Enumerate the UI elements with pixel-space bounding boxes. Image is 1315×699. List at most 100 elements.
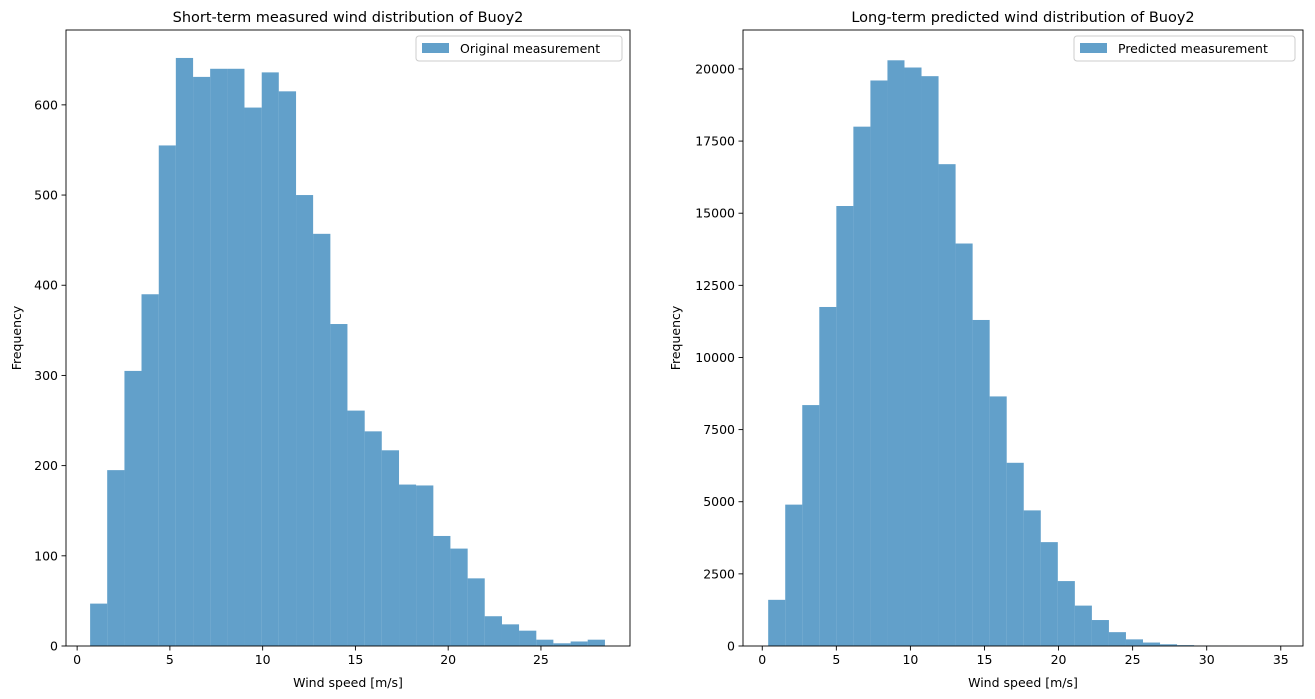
histogram-bar bbox=[1143, 642, 1161, 646]
y-tick-label: 500 bbox=[34, 188, 58, 203]
histogram-bar bbox=[587, 639, 605, 646]
histogram-bar bbox=[244, 107, 262, 646]
x-tick-label: 25 bbox=[533, 652, 549, 667]
histogram-bars bbox=[90, 57, 605, 647]
legend-box bbox=[1073, 35, 1296, 62]
chart-title: Long-term predicted wind distribution of… bbox=[851, 10, 1194, 26]
x-tick-label: 15 bbox=[347, 652, 363, 667]
histogram-bar bbox=[853, 126, 871, 646]
histogram-bar bbox=[955, 243, 973, 647]
histogram-bar bbox=[870, 80, 888, 646]
histogram-bar bbox=[887, 60, 905, 646]
histogram-bar bbox=[836, 206, 854, 646]
legend-label: Predicted measurement bbox=[1118, 41, 1268, 56]
x-tick-label: 20 bbox=[440, 652, 456, 667]
histogram-bar bbox=[296, 195, 314, 646]
x-tick-label: 15 bbox=[977, 652, 993, 667]
y-tick-label: 200 bbox=[34, 458, 58, 473]
x-axis-label: Wind speed [m/s] bbox=[293, 675, 403, 690]
histogram-bar bbox=[347, 410, 365, 646]
y-tick-label: 15000 bbox=[695, 206, 735, 221]
histogram-bar bbox=[261, 72, 279, 646]
histogram-bars bbox=[768, 60, 1280, 647]
y-tick-label: 2500 bbox=[703, 566, 735, 581]
histogram-bar bbox=[278, 91, 297, 647]
histogram-bar bbox=[107, 470, 125, 646]
x-tick-label: 30 bbox=[1199, 652, 1215, 667]
plot-frame bbox=[742, 29, 1304, 647]
histogram-bar bbox=[467, 578, 485, 646]
x-tick-label: 20 bbox=[1051, 652, 1067, 667]
y-axis-label: Frequency bbox=[668, 305, 683, 370]
left-chart: 0 5 10 15 20 25 0 100 200 300 400 500 600 Short-term … bbox=[9, 10, 631, 690]
histogram-bar bbox=[904, 67, 922, 647]
histogram-bar bbox=[802, 405, 820, 646]
x-tick-label: 10 bbox=[902, 652, 918, 667]
histogram-bar bbox=[141, 294, 159, 646]
y-tick-label: 300 bbox=[34, 368, 58, 383]
histogram-bar bbox=[1160, 644, 1178, 646]
right-chart: 0 5 10 15 20 25 30 35 0 2500 5000 7500 10000 12500 150… bbox=[668, 10, 1304, 690]
histogram-bar bbox=[972, 319, 990, 646]
histogram-bar bbox=[553, 643, 571, 646]
histogram-bar bbox=[1091, 620, 1109, 646]
x-tick-label: 25 bbox=[1125, 652, 1141, 667]
histogram-bar bbox=[1040, 542, 1058, 646]
histogram-bar bbox=[1023, 510, 1041, 646]
histogram-bar bbox=[570, 641, 588, 646]
histogram-bar bbox=[484, 616, 502, 646]
y-tick-label: 20000 bbox=[695, 61, 735, 76]
histogram-bar bbox=[501, 624, 520, 646]
plot-frame bbox=[65, 29, 631, 647]
x-tick-label: 35 bbox=[1273, 652, 1289, 667]
histogram-bar bbox=[768, 599, 786, 646]
histogram-bar bbox=[330, 324, 348, 646]
histogram-bar bbox=[1074, 605, 1092, 646]
histogram-bar bbox=[313, 233, 331, 647]
histogram-bar bbox=[210, 68, 228, 646]
histogram-bar bbox=[1057, 581, 1075, 646]
y-tick-label: 17500 bbox=[695, 134, 735, 149]
x-axis-label: Wind speed [m/s] bbox=[968, 675, 1078, 690]
histogram-bar bbox=[193, 76, 211, 646]
histogram-bar bbox=[1006, 462, 1024, 646]
histogram-bar bbox=[785, 504, 803, 646]
x-tick-label: 0 bbox=[758, 652, 766, 667]
histogram-bar bbox=[921, 76, 939, 646]
y-tick-label: 0 bbox=[727, 639, 735, 654]
x-tick-label: 10 bbox=[255, 652, 271, 667]
y-tick-label: 400 bbox=[34, 278, 58, 293]
x-tick-label: 5 bbox=[832, 652, 840, 667]
histogram-bar bbox=[124, 370, 142, 646]
legend-label: Original measurement bbox=[460, 41, 600, 56]
histogram-bar bbox=[450, 548, 468, 646]
y-tick-label: 5000 bbox=[703, 494, 735, 509]
histogram-bar bbox=[227, 68, 245, 646]
y-tick-label: 100 bbox=[34, 548, 58, 563]
histogram-bar bbox=[416, 485, 434, 646]
x-tick-label: 5 bbox=[166, 652, 174, 667]
histogram-bar bbox=[989, 396, 1007, 646]
histogram-bar bbox=[399, 484, 417, 646]
chart-title: Short-term measured wind distribution of… bbox=[173, 10, 524, 26]
histogram-bar bbox=[1108, 632, 1126, 646]
x-tick-label: 0 bbox=[73, 652, 81, 667]
y-tick-label: 0 bbox=[50, 639, 58, 654]
histogram-bar bbox=[519, 630, 537, 646]
legend: Predicted measurement bbox=[1073, 35, 1296, 62]
histogram-bar bbox=[938, 164, 956, 646]
legend-swatch bbox=[1080, 43, 1107, 53]
histogram-bar bbox=[819, 306, 837, 646]
histogram-bar bbox=[158, 145, 176, 646]
legend: Original measurement bbox=[415, 35, 623, 62]
histogram-bar bbox=[175, 57, 194, 647]
y-tick-label: 7500 bbox=[703, 422, 735, 437]
histogram-bar bbox=[364, 431, 382, 646]
histogram-bar bbox=[90, 603, 108, 646]
y-tick-label: 10000 bbox=[695, 350, 735, 365]
y-axis-label: Frequency bbox=[9, 305, 24, 370]
y-tick-label: 600 bbox=[34, 97, 58, 112]
y-tick-label: 12500 bbox=[695, 278, 735, 293]
legend-swatch bbox=[422, 43, 449, 53]
